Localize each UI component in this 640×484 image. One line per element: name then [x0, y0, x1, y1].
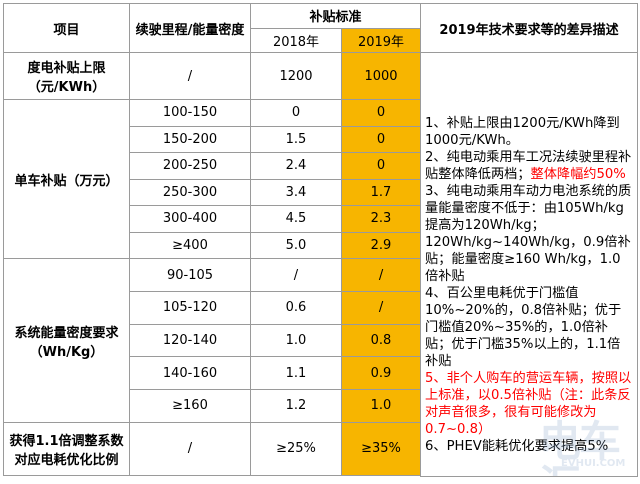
header-subsidy-standard: 补贴标准: [249, 3, 422, 29]
header-item: 项目: [3, 2, 130, 54]
vehicle-range: 150-200: [129, 125, 251, 154]
vehicle-range: 200-250: [129, 152, 251, 180]
vehicle-2018: 4.5: [250, 205, 342, 233]
vehicle-range: 100-150: [129, 99, 251, 127]
density-range: 105-120: [129, 290, 251, 325]
section-density-label: 系统能量密度要求（Wh/Kg）: [3, 258, 130, 423]
vehicle-2018: 0: [250, 99, 342, 127]
watermark-logo: 电车汇 EVHUI.COM: [539, 417, 626, 476]
vehicle-2019: 0: [340, 125, 422, 154]
density-2018: /: [250, 258, 342, 292]
desc-item-1: 1、补贴上限由1200元/KWh降到1000元/KWh。: [425, 116, 620, 149]
header-2018: 2018年: [250, 27, 342, 54]
vehicle-2019: 0: [340, 99, 422, 127]
desc-item-5: 5、非个人购车的营运车辆，按照以上标准，以0.5倍补贴（注：此条反对声音很多，很…: [425, 371, 632, 438]
density-2018: 1.2: [250, 389, 342, 423]
header-2019: 2019年: [340, 27, 422, 54]
density-range: ≥160: [129, 389, 251, 423]
desc-item-4: 4、百公里电耗优于门槛值10%~20%的，0.8倍补贴；优于门槛值20%~35%…: [425, 286, 622, 370]
density-2019: 0.8: [340, 323, 422, 358]
cap-2019: 1000: [340, 52, 422, 101]
vehicle-2019: 1.7: [340, 178, 422, 207]
density-2019: 1.0: [340, 389, 422, 423]
density-range: 140-160: [129, 356, 251, 391]
density-2018: 0.6: [250, 290, 342, 325]
density-2019: 0.9: [340, 356, 422, 391]
vehicle-2019: 2.3: [340, 205, 422, 233]
cap-range: /: [129, 52, 251, 101]
desc-item-2: 2、纯电动乘用车工况法续驶里程补贴整体降低两档；整体降幅约50%: [425, 150, 632, 183]
subsidy-comparison-table: 项目 续驶里程/能量密度 补贴标准 2019年技术要求等的差异描述 2018年 …: [3, 2, 639, 477]
vehicle-range: 300-400: [129, 205, 251, 233]
vehicle-2019: 2.9: [340, 231, 422, 260]
section-cap-label: 度电补贴上限（元/KWh）: [3, 52, 130, 101]
vehicle-2018: 1.5: [250, 125, 342, 154]
vehicle-range: ≥400: [129, 231, 251, 260]
vehicle-2018: 5.0: [250, 231, 342, 260]
coef-range: /: [129, 421, 251, 476]
desc-item-2-highlight: 整体降幅约50%: [530, 167, 626, 183]
vehicle-2019: 0: [340, 152, 422, 180]
vehicle-2018: 2.4: [250, 152, 342, 180]
density-range: 90-105: [129, 258, 251, 292]
density-2018: 1.1: [250, 356, 342, 391]
vehicle-2018: 3.4: [250, 178, 342, 207]
vehicle-range: 250-300: [129, 178, 251, 207]
difference-description: 1、补贴上限由1200元/KWh降到1000元/KWh。 2、纯电动乘用车工况法…: [420, 52, 639, 477]
desc-item-3: 3、纯电动乘用车动力电池系统的质量能量密度不低于：由105Wh/kg提高为120…: [425, 184, 632, 285]
density-2019: /: [340, 290, 422, 325]
section-vehicle-label: 单车补贴（万元）: [3, 99, 130, 260]
coef-2019: ≥35%: [340, 421, 422, 476]
density-2019: /: [340, 258, 422, 292]
section-coef-label: 获得1.1倍调整系数对应电耗优化比例: [3, 421, 130, 476]
cap-2018: 1200: [250, 52, 342, 101]
density-2018: 1.0: [250, 323, 342, 358]
header-range: 续驶里程/能量密度: [129, 2, 251, 54]
header-diff: 2019年技术要求等的差异描述: [420, 2, 639, 54]
coef-2018: ≥25%: [250, 421, 342, 476]
density-range: 120-140: [129, 323, 251, 358]
desc-item-6: 6、PHEV能耗优化要求提高5%: [425, 439, 609, 455]
